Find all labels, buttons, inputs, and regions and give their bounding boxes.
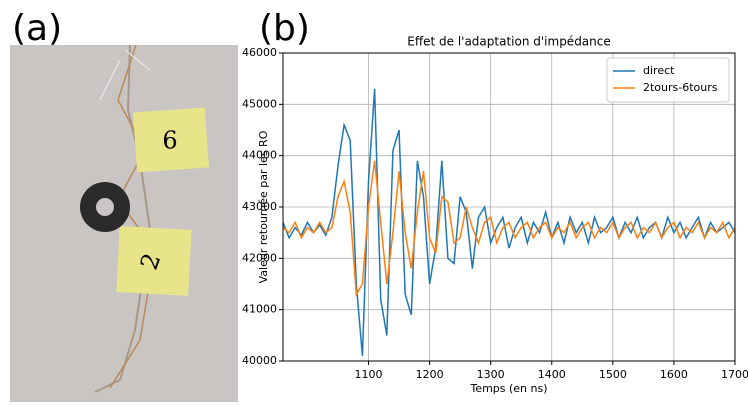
legend-label: direct [643,64,675,77]
photo-background [10,45,238,402]
toroid-hole [96,198,114,216]
x-tick-label: 1700 [721,368,748,381]
panel-label: (a) [12,8,62,49]
x-tick-label: 1300 [477,368,505,381]
tape-label: 6 [162,127,177,155]
panel-label: (b) [259,8,310,49]
x-axis-label: Temps (en ns) [469,382,547,395]
y-tick-label: 43000 [242,200,277,213]
y-tick-label: 46000 [242,46,277,59]
x-tick-label: 1500 [599,368,627,381]
y-tick-label: 44000 [242,149,277,162]
y-axis-label: Valeur retournée par les RO [257,130,270,283]
chart-title: Effet de l'adaptation d'impédance [407,35,611,49]
tape [132,107,210,173]
wire [99,49,151,101]
photo: 6 2 [10,44,238,402]
tape [116,226,192,296]
x-tick-label: 1200 [416,368,444,381]
y-tick-label: 45000 [242,97,277,110]
y-tick-label: 40000 [242,354,277,367]
legend-box [606,57,730,103]
y-tick-label: 41000 [242,303,277,316]
plot-frame [282,52,736,362]
legend-label: 2tours-6tours [643,81,718,94]
x-tick-label: 1400 [538,368,566,381]
y-tick-label: 42000 [242,251,277,264]
x-tick-label: 1100 [355,368,383,381]
x-tick-label: 1600 [660,368,688,381]
data-line [283,160,735,297]
